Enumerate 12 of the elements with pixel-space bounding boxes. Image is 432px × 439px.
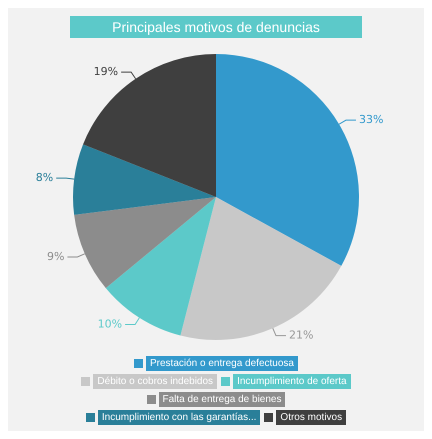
chart-title: Principales motivos de denuncias [70,16,362,38]
data-label: 8% [36,170,54,184]
data-label: 9% [46,250,64,263]
data-label: 21% [288,328,314,342]
legend-label: Prestación o entrega defectuosa [146,356,298,371]
legend-label: Incumplimiento con las garantías... [98,410,260,425]
data-label: 10% [98,317,122,330]
data-label: 19% [94,64,118,78]
legend-label: Otros motivos [276,410,346,425]
legend-label: Incumplimiento de oferta [233,374,351,389]
legend-label: Falta de entrega de bienes [158,392,286,407]
data-label: 33% [358,112,384,126]
